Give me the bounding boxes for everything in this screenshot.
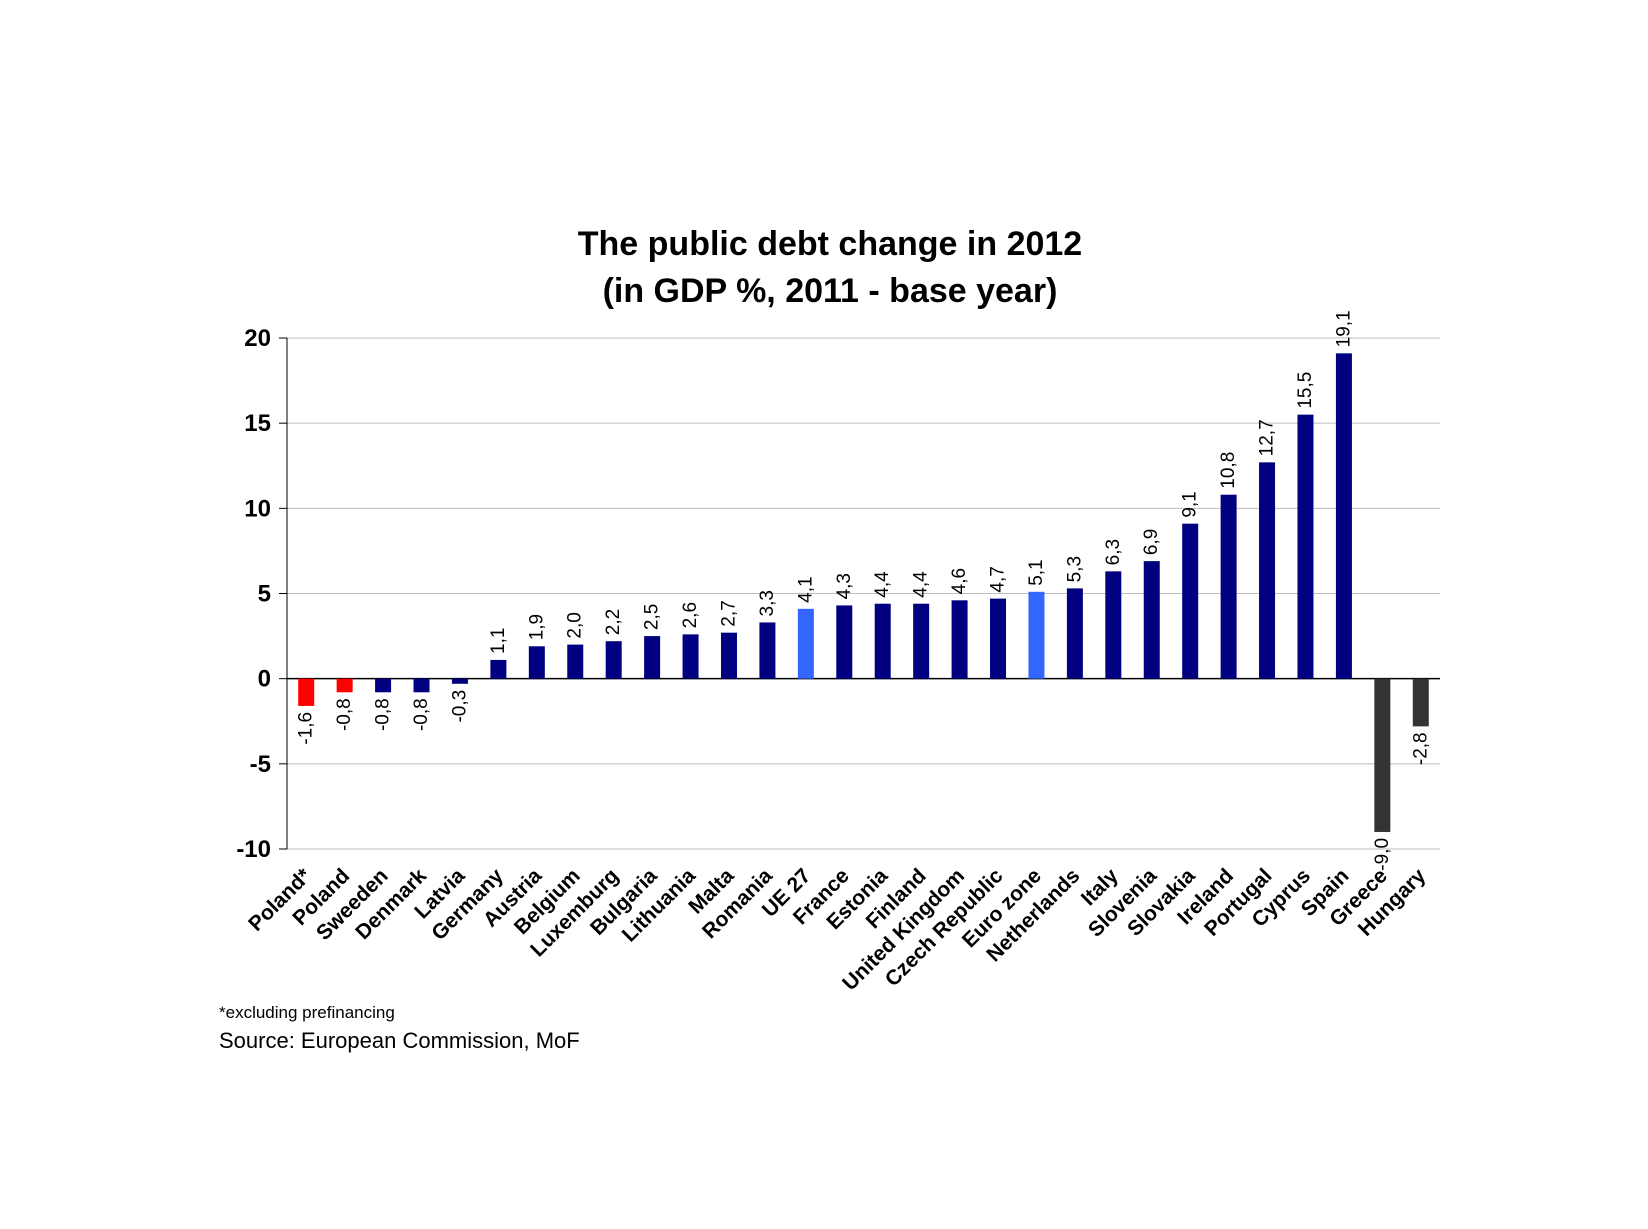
data-label: 2,6 — [680, 602, 701, 628]
data-label: 3,3 — [757, 590, 778, 616]
data-label: 2,2 — [603, 609, 624, 635]
data-label: 12,7 — [1257, 419, 1278, 456]
data-label: 6,3 — [1103, 539, 1124, 565]
data-label: 2,5 — [642, 604, 663, 630]
data-label: 4,7 — [988, 566, 1009, 592]
data-label: 2,7 — [718, 600, 739, 626]
data-label: 10,8 — [1218, 452, 1239, 489]
bar — [1412, 678, 1429, 727]
bar — [413, 678, 430, 693]
grid-lines — [279, 337, 1440, 850]
data-label: 4,4 — [872, 571, 893, 598]
data-label: -0,3 — [449, 690, 470, 723]
bar — [913, 603, 930, 679]
bar — [874, 603, 891, 679]
data-label: 5,1 — [1026, 559, 1047, 585]
y-tick-label: 0 — [258, 666, 271, 693]
data-label: 5,3 — [1064, 556, 1085, 582]
data-label: -2,8 — [1410, 732, 1431, 765]
data-label: -1,6 — [296, 712, 317, 745]
bar — [1220, 494, 1237, 679]
y-tick-label: -10 — [236, 836, 271, 863]
data-label: 4,6 — [949, 568, 970, 594]
bar — [1297, 414, 1314, 679]
bar — [990, 598, 1007, 679]
bar — [451, 678, 468, 684]
bar — [797, 608, 814, 679]
bar — [528, 646, 545, 679]
y-tick-label: 15 — [244, 410, 271, 437]
bar — [1182, 523, 1199, 679]
source-note: Source: European Commission, MoF — [219, 1028, 580, 1053]
y-tick-label: 10 — [244, 495, 271, 522]
data-label: -9,0 — [1372, 838, 1393, 871]
data-label: 19,1 — [1333, 310, 1354, 347]
data-labels: -1,6 -0,8 -0,8 -0,8 -0,3 1,1 1,9 2,0 2,2 2,5 2,6 2,… — [296, 310, 1432, 870]
y-tick-label: -5 — [250, 751, 271, 778]
bar — [682, 634, 699, 679]
footnote: *excluding prefinancing — [219, 1003, 395, 1022]
data-label: 2,0 — [565, 612, 586, 638]
bar — [1105, 571, 1122, 679]
bar — [490, 659, 507, 679]
data-label: -0,8 — [334, 698, 355, 731]
y-axis: 20 15 10 5 0 -5 -10 — [236, 325, 288, 863]
bar — [644, 636, 661, 679]
x-axis-labels: Poland*PolandSweedenDenmarkLatviaGermany… — [244, 864, 1430, 996]
data-label: 4,1 — [795, 576, 816, 602]
data-label: 6,9 — [1141, 529, 1162, 555]
bar — [1143, 561, 1160, 679]
data-label: 4,3 — [834, 573, 855, 599]
bar — [375, 678, 392, 693]
data-label: 15,5 — [1295, 372, 1316, 409]
chart-subtitle: (in GDP %, 2011 - base year) — [603, 272, 1058, 310]
data-label: 1,1 — [488, 628, 509, 654]
data-label: -0,8 — [373, 698, 394, 731]
data-label: 9,1 — [1180, 491, 1201, 517]
data-label: -0,8 — [411, 698, 432, 731]
bar — [951, 600, 968, 679]
bar — [567, 644, 584, 679]
y-tick-label: 20 — [244, 325, 271, 352]
bar — [605, 641, 622, 679]
chart-title: The public debt change in 2012 — [578, 225, 1082, 263]
data-label: 4,4 — [911, 571, 932, 598]
bar — [759, 622, 776, 679]
data-label: 1,9 — [526, 614, 547, 640]
y-tick-label: 5 — [258, 581, 271, 608]
bar — [720, 632, 737, 679]
bar — [1374, 678, 1391, 832]
bar — [1028, 591, 1045, 679]
bar — [298, 678, 315, 706]
bar — [1066, 588, 1083, 679]
bar — [1335, 353, 1352, 679]
bar — [836, 605, 853, 679]
bar — [1259, 462, 1276, 679]
bars — [298, 353, 1429, 832]
bar — [336, 678, 353, 693]
